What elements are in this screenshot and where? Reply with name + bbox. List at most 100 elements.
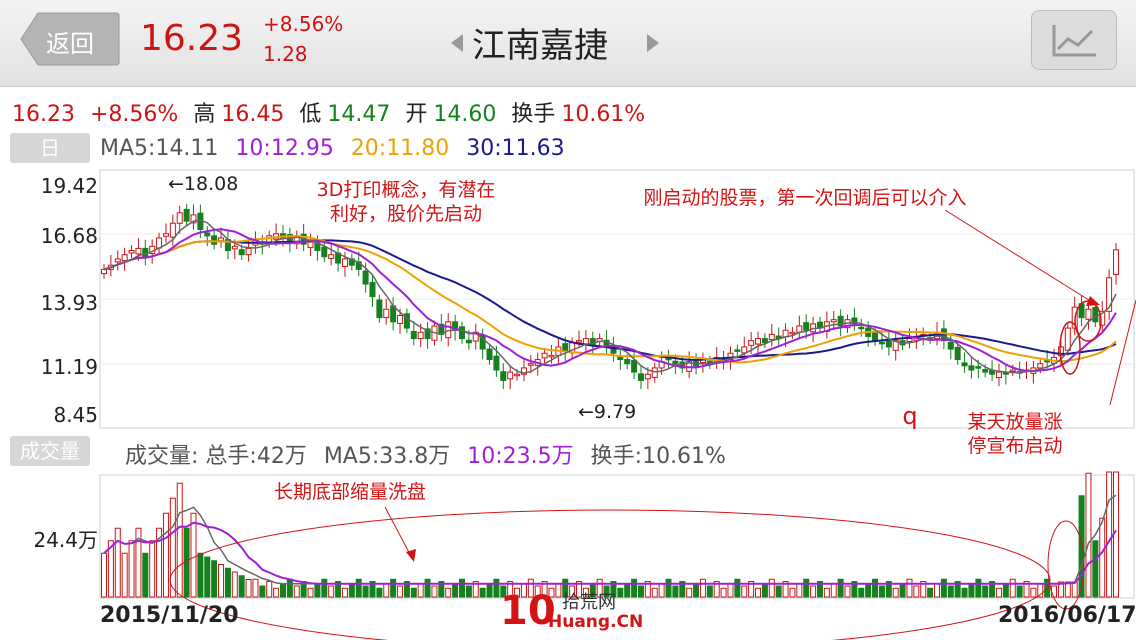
candle-body	[651, 367, 658, 379]
volume-bar	[995, 587, 1002, 598]
ma5-line	[103, 219, 1117, 374]
candle-body	[1085, 308, 1092, 320]
volume-bar	[238, 575, 245, 598]
volume-bar	[162, 512, 169, 598]
candle-body	[1009, 369, 1016, 373]
ma-legend: MA5:14.11 10:12.95 20:11.80 30:11.63	[100, 136, 575, 161]
volume-bar	[810, 585, 817, 598]
candle-body	[507, 371, 514, 380]
volume-bar	[135, 527, 142, 598]
volume-spike-circle	[1047, 520, 1085, 610]
watermark-logo: 10	[500, 588, 556, 634]
volume-bar	[383, 583, 390, 598]
volume-bar	[569, 585, 576, 598]
chart-toggle-button[interactable]	[1031, 10, 1117, 70]
volume-bar	[149, 540, 156, 598]
volume-tab[interactable]: 成交量	[10, 436, 90, 466]
volume-bar	[293, 585, 300, 598]
volume-bar	[610, 581, 617, 598]
volume-y-tick: 24.4万	[33, 528, 98, 552]
volume-bar	[885, 581, 892, 598]
candle-body	[837, 315, 844, 327]
candle-body	[458, 326, 465, 340]
candle-body	[872, 332, 879, 342]
volume-turnover: 换手:10.61%	[590, 444, 726, 469]
candle-body	[892, 340, 899, 351]
header-price: 16.23	[140, 18, 244, 59]
volume-bar	[211, 560, 218, 598]
candle-body	[211, 235, 218, 245]
volume-bar	[782, 581, 789, 598]
candle-body	[169, 222, 176, 238]
volume-bar	[920, 581, 927, 598]
q-mark: q	[902, 402, 918, 430]
volume-bar	[1071, 581, 1078, 598]
candle-body	[830, 319, 837, 323]
low-mark: ←9.79	[578, 401, 637, 423]
candle-body	[465, 339, 472, 344]
watermark-text: 拾荒网	[562, 592, 616, 613]
volume-ma5: MA5:33.8万	[323, 444, 451, 469]
candle-body	[672, 360, 679, 365]
candle-body	[500, 371, 507, 382]
candle-body	[245, 247, 252, 256]
volume-bar	[1078, 495, 1085, 598]
volume-bar	[1092, 540, 1099, 598]
volume-bar	[665, 578, 672, 598]
volume-bar	[493, 578, 500, 598]
volume-bar	[224, 567, 231, 598]
back-label: 返回	[46, 30, 94, 58]
candle-body	[851, 317, 858, 325]
volume-bar	[500, 585, 507, 598]
volume-bar	[341, 587, 348, 598]
open-value: 14.60	[433, 102, 497, 127]
volume-bar	[1023, 581, 1030, 598]
volume-bar	[693, 583, 700, 598]
period-tab-day[interactable]: 日	[10, 133, 90, 163]
candle-body	[541, 352, 548, 359]
candle-body	[1113, 249, 1119, 275]
candle-body	[748, 340, 755, 346]
volume-bar	[865, 583, 872, 598]
candle-body	[968, 365, 975, 371]
volume-bar	[775, 585, 782, 598]
candle-body	[878, 341, 885, 345]
volume-legend: 成交量: 总手:42万 MA5:33.8万 10:23.5万 换手:10.61%	[125, 438, 736, 470]
volume-bar	[183, 527, 190, 598]
candle-body	[376, 299, 383, 319]
candle-body	[341, 258, 348, 267]
volume-bar	[273, 587, 280, 598]
volume-bar	[830, 583, 837, 598]
volume-bar	[369, 581, 376, 598]
candle-body	[328, 254, 335, 259]
volume-bar	[231, 571, 238, 598]
candle-body	[741, 346, 748, 354]
volume-bar	[1106, 471, 1113, 598]
candle-body	[1099, 310, 1106, 326]
candle-body	[114, 258, 121, 263]
candle-body	[231, 245, 238, 250]
back-button[interactable]: 返回	[20, 12, 120, 66]
volume-bar	[1051, 585, 1058, 598]
candle-body	[383, 308, 390, 319]
prev-stock-arrow-icon[interactable]	[451, 34, 463, 52]
volume-bar	[644, 581, 651, 598]
volume-bar	[1057, 581, 1064, 598]
candle-body	[135, 247, 142, 255]
candles	[101, 204, 1119, 390]
volume-bar	[913, 585, 920, 598]
volume-ma10: 10:23.5万	[467, 444, 574, 469]
open-label: 开	[405, 102, 428, 127]
candle-body	[644, 373, 651, 380]
volume-bar	[417, 583, 424, 598]
volume-bar	[465, 585, 472, 598]
candle-body	[1037, 363, 1044, 369]
volume-bar	[266, 581, 273, 598]
candle-body	[493, 355, 500, 371]
next-stock-arrow-icon[interactable]	[647, 34, 659, 52]
volume-bar	[472, 581, 479, 598]
volume-bar	[982, 585, 989, 598]
low-label: 低	[299, 102, 322, 127]
volume-bar	[259, 585, 266, 598]
